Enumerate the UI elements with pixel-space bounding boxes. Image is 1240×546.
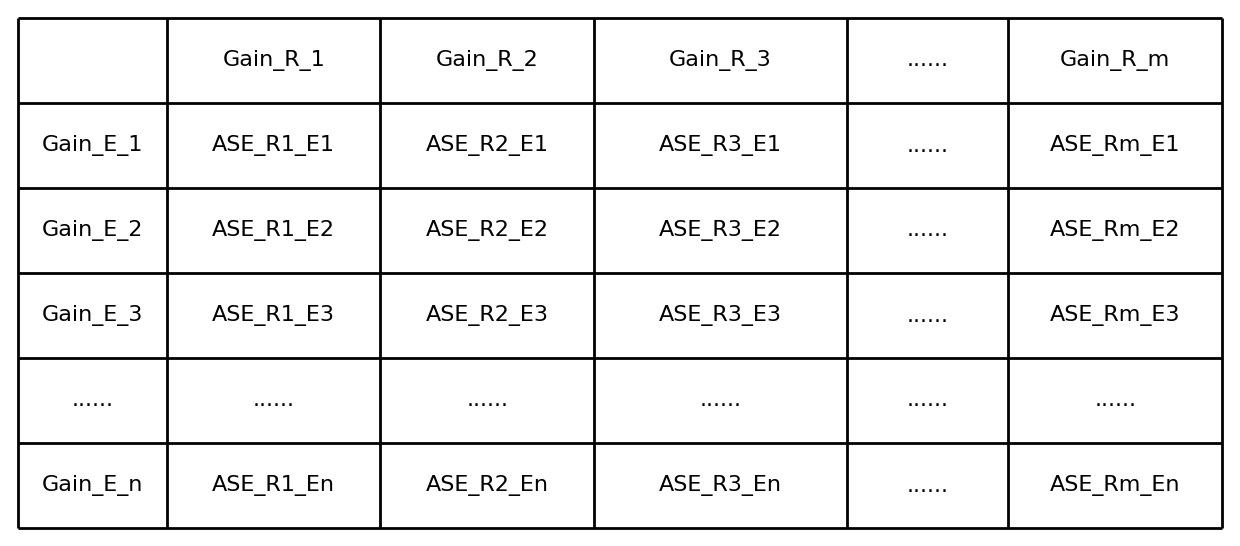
Text: ASE_Rm_E1: ASE_Rm_E1 [1050, 135, 1180, 156]
Text: ......: ...... [906, 50, 949, 70]
Text: Gain_R_2: Gain_R_2 [436, 50, 538, 71]
Text: ASE_R3_En: ASE_R3_En [658, 475, 782, 496]
Text: ASE_R2_E2: ASE_R2_E2 [425, 220, 549, 241]
Text: ASE_R2_E1: ASE_R2_E1 [425, 135, 549, 156]
Text: ......: ...... [1094, 390, 1136, 411]
Text: ASE_R1_En: ASE_R1_En [212, 475, 335, 496]
Text: ASE_R1_E1: ASE_R1_E1 [212, 135, 335, 156]
Text: ......: ...... [906, 390, 949, 411]
Text: ......: ...... [906, 135, 949, 156]
Text: ASE_Rm_E3: ASE_Rm_E3 [1050, 305, 1180, 326]
Text: Gain_R_3: Gain_R_3 [668, 50, 771, 71]
Text: ......: ...... [906, 221, 949, 240]
Text: ASE_Rm_En: ASE_Rm_En [1050, 475, 1180, 496]
Text: ......: ...... [906, 306, 949, 325]
Text: ASE_Rm_E2: ASE_Rm_E2 [1050, 220, 1180, 241]
Text: ASE_R2_E3: ASE_R2_E3 [425, 305, 549, 326]
Text: Gain_E_n: Gain_E_n [42, 475, 143, 496]
Text: ASE_R3_E3: ASE_R3_E3 [658, 305, 782, 326]
Text: Gain_R_m: Gain_R_m [1060, 50, 1171, 71]
Text: ASE_R2_En: ASE_R2_En [425, 475, 549, 496]
Text: Gain_E_1: Gain_E_1 [42, 135, 143, 156]
Text: Gain_R_1: Gain_R_1 [222, 50, 325, 71]
Text: Gain_E_3: Gain_E_3 [42, 305, 143, 326]
Text: ......: ...... [699, 390, 742, 411]
Text: Gain_E_2: Gain_E_2 [42, 220, 143, 241]
Text: ......: ...... [466, 390, 508, 411]
Text: ASE_R1_E2: ASE_R1_E2 [212, 220, 335, 241]
Text: ASE_R1_E3: ASE_R1_E3 [212, 305, 335, 326]
Text: ......: ...... [253, 390, 295, 411]
Text: ......: ...... [72, 390, 113, 411]
Text: ......: ...... [906, 476, 949, 496]
Text: ASE_R3_E2: ASE_R3_E2 [658, 220, 782, 241]
Text: ASE_R3_E1: ASE_R3_E1 [658, 135, 782, 156]
